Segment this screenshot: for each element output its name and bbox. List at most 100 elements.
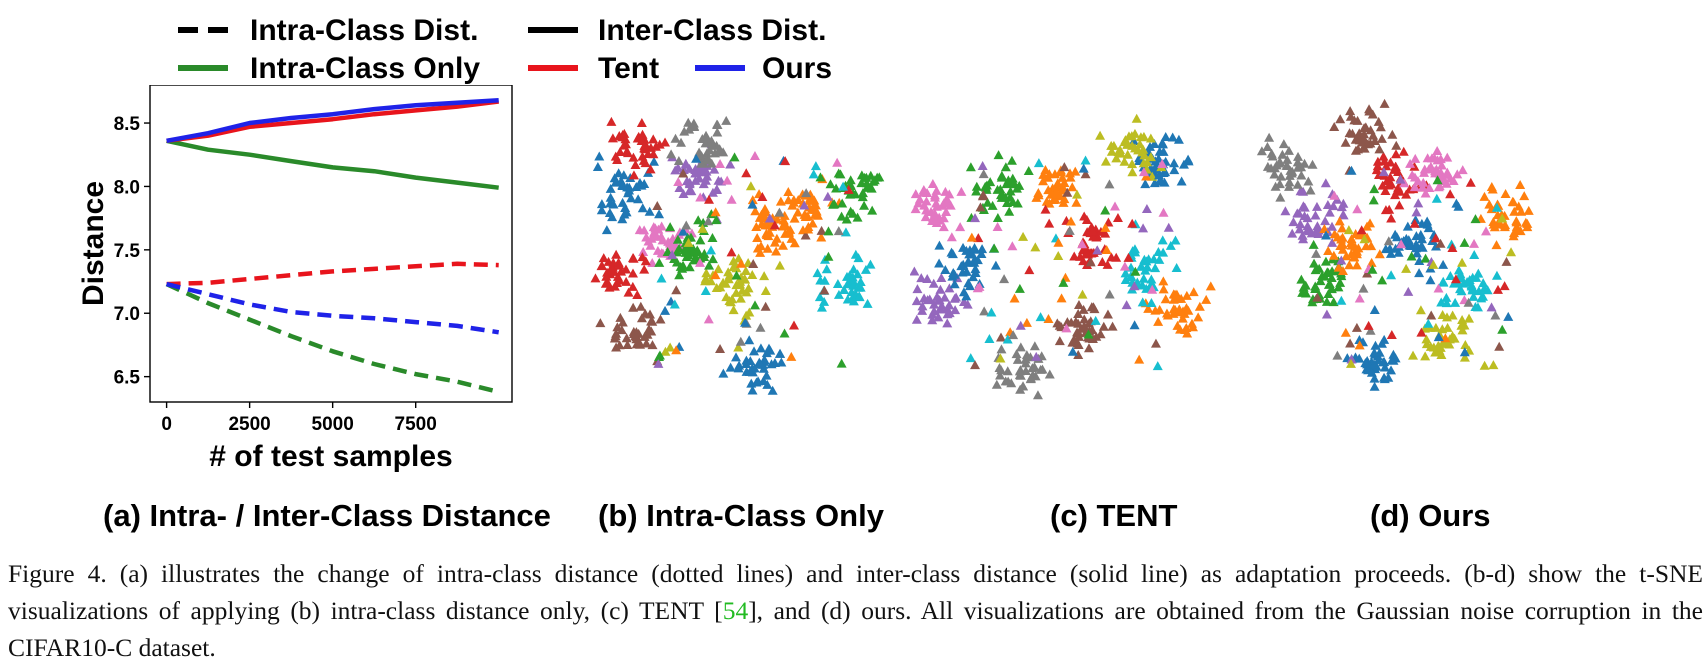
- tsne-point: [718, 368, 729, 378]
- tsne-point: [1506, 247, 1517, 257]
- tsne-point: [788, 320, 799, 330]
- tsne-point: [1439, 176, 1450, 186]
- tsne-point: [1346, 238, 1357, 248]
- tsne-point: [774, 260, 785, 270]
- tsne-point: [608, 199, 619, 209]
- tsne-point: [728, 261, 739, 271]
- tsne-point: [1310, 210, 1321, 220]
- tsne-point: [1054, 336, 1065, 346]
- tsne-point: [1101, 244, 1112, 254]
- tsne-point: [1329, 190, 1340, 200]
- tsne-point: [1143, 303, 1154, 313]
- tsne-point: [755, 322, 766, 332]
- tsne-point: [1091, 331, 1102, 341]
- tsne-point: [1314, 263, 1325, 273]
- tsne-point: [707, 233, 718, 243]
- tsne-point: [1040, 204, 1051, 214]
- citation-link[interactable]: 54: [722, 596, 749, 625]
- y-tick-label: 7.5: [114, 241, 141, 262]
- tsne-point: [1416, 218, 1427, 228]
- tsne-point: [1270, 181, 1281, 191]
- tsne-point: [693, 247, 704, 257]
- tsne-point: [740, 265, 751, 275]
- tsne-point: [837, 198, 848, 208]
- tsne-point: [1426, 310, 1437, 320]
- tsne-point: [1104, 179, 1115, 189]
- tsne-point: [1500, 188, 1511, 198]
- tsne-point: [1083, 343, 1094, 353]
- tsne-point: [616, 176, 627, 186]
- legend-item-intra-only: Intra-Class Only: [178, 52, 480, 85]
- tsne-point: [1346, 354, 1357, 364]
- tsne-point: [992, 221, 1003, 231]
- tsne-point: [1097, 256, 1108, 266]
- tsne-point: [700, 286, 711, 296]
- tsne-point: [972, 283, 983, 293]
- tsne-point: [632, 290, 643, 300]
- tsne-point: [1120, 268, 1131, 278]
- tsne-point: [1287, 228, 1298, 238]
- tsne-point: [1015, 370, 1026, 380]
- tsne-point: [1102, 259, 1113, 269]
- tsne-point: [628, 152, 639, 162]
- tsne-point: [1372, 161, 1383, 171]
- tsne-point: [1100, 156, 1111, 166]
- tsne-point: [674, 270, 685, 280]
- tsne-point: [633, 194, 644, 204]
- tsne-point: [596, 205, 607, 215]
- tsne-point: [1320, 178, 1331, 188]
- subcaption-c: (c) TENT: [1050, 498, 1178, 533]
- tsne-point: [690, 175, 701, 185]
- tsne-point: [786, 351, 797, 361]
- tsne-point: [1296, 170, 1307, 180]
- tsne-point: [624, 185, 635, 195]
- tsne-point: [1030, 242, 1041, 252]
- tsne-point: [1014, 283, 1025, 293]
- tsne-point: [761, 370, 772, 380]
- tsne-point: [1442, 167, 1453, 177]
- tsne-point: [776, 357, 787, 367]
- tsne-point: [1262, 141, 1273, 151]
- tsne-point: [1419, 167, 1430, 177]
- tsne-point: [1368, 195, 1379, 205]
- tsne-point: [755, 359, 766, 369]
- tsne-point: [1311, 248, 1322, 258]
- tsne-point: [799, 209, 810, 219]
- y-tick-label: 8.5: [114, 114, 141, 135]
- tsne-point: [1321, 296, 1332, 306]
- tsne-point: [1321, 309, 1332, 319]
- tsne-point: [1033, 187, 1044, 197]
- tsne-point: [615, 147, 626, 157]
- tsne-point: [836, 211, 847, 221]
- tsne-point: [910, 266, 920, 276]
- tsne-point: [654, 209, 665, 219]
- tsne-point: [1295, 186, 1306, 196]
- tsne-point: [1078, 304, 1089, 314]
- tsne-point: [1345, 106, 1356, 116]
- tsne-point: [1479, 360, 1490, 370]
- tsne-point: [980, 181, 991, 191]
- tsne-point: [609, 173, 620, 183]
- chart-legend: Intra-Class Dist. Inter-Class Dist. Intr…: [178, 14, 832, 85]
- tsne-point: [760, 301, 771, 311]
- tsne-point: [1363, 139, 1374, 149]
- tsne-point: [965, 353, 976, 363]
- tsne-point: [1102, 309, 1113, 319]
- tsne-point: [1283, 145, 1294, 155]
- tsne-point: [1346, 234, 1357, 244]
- tsne-point: [1112, 212, 1123, 222]
- tsne-point: [1292, 179, 1303, 189]
- tsne-point: [823, 226, 834, 236]
- tsne-point: [747, 195, 758, 205]
- tsne-point: [812, 210, 823, 220]
- tsne-point: [942, 318, 953, 328]
- tsne-point: [1130, 266, 1141, 276]
- tsne-point: [665, 222, 676, 232]
- tsne-point: [763, 231, 774, 241]
- tsne-point: [1511, 216, 1522, 226]
- tsne-point: [728, 305, 739, 315]
- tsne-point: [1312, 292, 1323, 302]
- tsne-point: [1417, 182, 1428, 192]
- tsne-point: [1386, 270, 1397, 280]
- tsne-point: [1168, 304, 1179, 314]
